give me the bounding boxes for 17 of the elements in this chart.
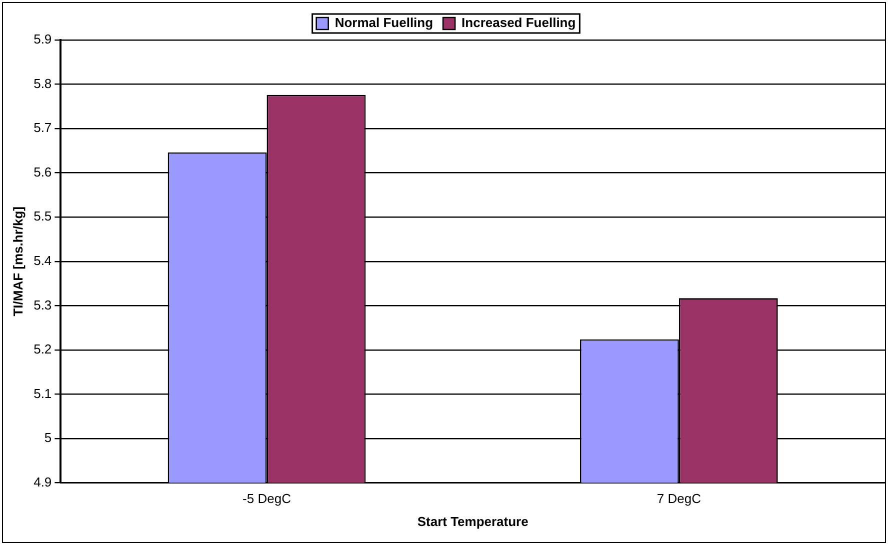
- y-tick-label: 5.6: [34, 164, 52, 180]
- legend-label: Increased Fuelling: [462, 15, 576, 30]
- y-axis-title: TI/MAF [ms.hr/kg]: [10, 206, 26, 316]
- x-axis-title: Start Temperature: [417, 514, 528, 529]
- y-tick-label: 4.9: [34, 474, 52, 490]
- y-tick-label: 5.9: [34, 32, 52, 47]
- y-tick-label: 5: [44, 430, 52, 446]
- y-tick-label: 5.4: [34, 252, 52, 268]
- x-tick-label: -5 DegC: [242, 491, 291, 506]
- y-tick-label: 5.8: [34, 76, 52, 91]
- y-tick-label: 5.5: [34, 208, 52, 224]
- y-tick-label: 5.3: [34, 297, 52, 312]
- y-tick-label: 5.2: [34, 342, 52, 357]
- y-tick-label: 5.7: [34, 120, 52, 136]
- legend-label: Normal Fuelling: [334, 15, 434, 30]
- y-tick-label: 5.1: [34, 386, 52, 401]
- x-tick-label: 7 DegC: [656, 491, 701, 506]
